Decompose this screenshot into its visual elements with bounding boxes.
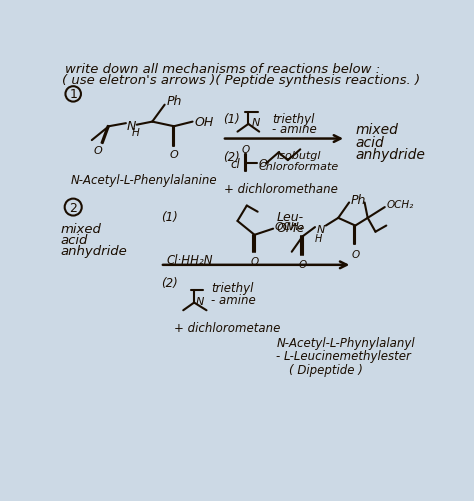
Text: Leu-: Leu- xyxy=(276,211,303,224)
Text: + dichloromethane: + dichloromethane xyxy=(224,183,337,196)
Text: H: H xyxy=(132,128,140,138)
Text: N: N xyxy=(251,118,260,128)
Text: + dichlorometane: + dichlorometane xyxy=(174,322,280,334)
Text: mixed: mixed xyxy=(356,123,398,137)
Text: N: N xyxy=(196,297,204,307)
Text: - amine: - amine xyxy=(211,293,256,306)
Text: O: O xyxy=(258,159,267,169)
Text: OCH₂: OCH₂ xyxy=(386,199,413,209)
Text: - amine: - amine xyxy=(273,123,317,136)
Text: 2: 2 xyxy=(69,201,77,214)
Text: O: O xyxy=(170,150,178,160)
Text: triethyl: triethyl xyxy=(273,112,315,125)
Text: ( Dipeptide ): ( Dipeptide ) xyxy=(289,363,363,376)
Text: OH: OH xyxy=(194,116,213,129)
Text: Ph: Ph xyxy=(166,94,182,107)
Text: Ph: Ph xyxy=(351,193,366,206)
Text: anhydride: anhydride xyxy=(356,148,425,162)
Text: N: N xyxy=(317,224,325,234)
Text: (1): (1) xyxy=(162,211,178,224)
Text: anhydride: anhydride xyxy=(61,244,128,258)
Text: (1): (1) xyxy=(224,112,240,125)
Text: N-Acetyl-L-Phenylalanine: N-Acetyl-L-Phenylalanine xyxy=(71,174,218,187)
Text: cl: cl xyxy=(230,157,240,170)
Text: write down all mechanisms of reactions below :: write down all mechanisms of reactions b… xyxy=(65,63,381,76)
Text: mixed: mixed xyxy=(61,223,102,236)
Text: triethyl: triethyl xyxy=(211,282,254,295)
Text: acid: acid xyxy=(61,234,88,247)
Text: N-Acetyl-L-Phynylalanyl: N-Acetyl-L-Phynylalanyl xyxy=(276,337,415,350)
Text: OCH₃: OCH₃ xyxy=(275,221,304,231)
Text: H: H xyxy=(315,233,322,243)
Text: Cl·HH₂N: Cl·HH₂N xyxy=(166,254,213,267)
Text: O: O xyxy=(299,260,307,270)
Text: (2): (2) xyxy=(224,151,240,164)
Text: 1: 1 xyxy=(69,88,77,101)
Text: ( use eletron's arrows )( Peptide synthesis reactions. ): ( use eletron's arrows )( Peptide synthe… xyxy=(63,74,420,87)
Text: (2): (2) xyxy=(162,277,178,290)
Text: Isobutgl: Isobutgl xyxy=(276,151,321,161)
Text: O: O xyxy=(94,145,102,155)
Text: O: O xyxy=(242,145,250,155)
Text: O: O xyxy=(351,249,359,259)
Text: acid: acid xyxy=(356,135,384,149)
Text: Chloroformate: Chloroformate xyxy=(258,161,339,171)
Text: O: O xyxy=(250,257,259,267)
Text: OMe: OMe xyxy=(276,221,305,234)
Text: N: N xyxy=(127,120,136,133)
Text: - L-Leucinemethylester: - L-Leucinemethylester xyxy=(276,349,411,362)
